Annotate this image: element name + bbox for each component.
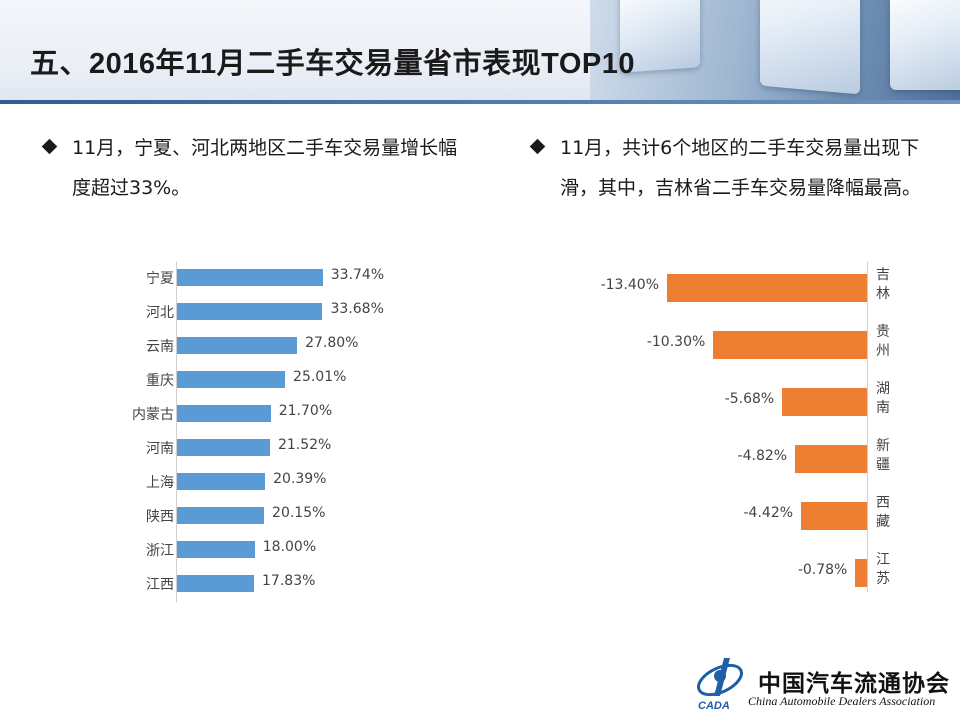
bar	[177, 371, 286, 388]
category-label: 宁夏	[146, 271, 174, 287]
bar	[177, 473, 266, 490]
bar	[782, 388, 867, 416]
category-label: 云南	[146, 339, 174, 355]
logo-mark-text: CADA	[698, 700, 730, 712]
data-label: -4.42%	[743, 505, 794, 521]
data-label: -4.82%	[737, 448, 788, 464]
bar-row: -10.30% 贵州	[580, 319, 910, 376]
left-bullet: 11月，宁夏、河北两地区二手车交易量增长幅度超过33%。	[41, 128, 464, 208]
bar	[177, 541, 255, 558]
bar	[667, 274, 867, 302]
data-label: 21.52%	[277, 437, 332, 453]
data-label: -13.40%	[600, 277, 659, 293]
right-bullet: 11月，共计6个地区的二手车交易量出现下滑，其中，吉林省二手车交易量降幅最高。	[529, 128, 942, 208]
cada-logo-icon: CADA	[697, 658, 743, 712]
bar	[177, 507, 265, 524]
right-bullet-text: 11月，共计6个地区的二手车交易量出现下滑，其中，吉林省二手车交易量降幅最高。	[560, 137, 922, 199]
bar-row: 重庆 25.01%	[110, 364, 440, 398]
category-label: 江西	[146, 577, 174, 593]
bar-row: -13.40% 吉林	[580, 262, 910, 319]
data-label: -5.68%	[724, 391, 775, 407]
bar	[177, 575, 255, 592]
bar	[177, 405, 271, 422]
category-label: 浙江	[146, 543, 174, 559]
increase-bar-chart: 宁夏 33.74% 河北 33.68% 云南 27.80% 重庆 25.01% 内蒙古 21.70…	[110, 262, 440, 602]
data-label: 17.83%	[262, 573, 316, 589]
bar	[713, 331, 867, 359]
bar-row: 浙江 18.00%	[110, 534, 440, 568]
decrease-bar-chart: -13.40% 吉林 -10.30% 贵州 -5.68% 湖南 -4.82% 新疆 -4.42%…	[580, 262, 910, 602]
diamond-bullet-icon	[529, 138, 546, 155]
left-bullet-text: 11月，宁夏、河北两地区二手车交易量增长幅度超过33%。	[72, 137, 458, 199]
category-label: 贵州	[876, 324, 890, 359]
data-label: -10.30%	[646, 334, 706, 350]
bar-row: 河南 21.52%	[110, 432, 440, 466]
header-banner: 五、2016年11月二手车交易量省市表现TOP10	[0, 0, 960, 104]
bar	[177, 269, 323, 286]
category-label: 新疆	[876, 438, 890, 473]
category-label: 上海	[146, 475, 174, 491]
category-label: 西藏	[876, 495, 890, 530]
bar-row: 宁夏 33.74%	[110, 262, 440, 296]
bar	[177, 303, 323, 320]
bar-row: 陕西 20.15%	[110, 500, 440, 534]
header-decoration	[590, 0, 960, 104]
organization-name-cn: 中国汽车流通协会	[758, 670, 950, 697]
bar-row: 上海 20.39%	[110, 466, 440, 500]
data-label: 33.74%	[330, 267, 385, 283]
bar	[177, 337, 298, 354]
bar-row: 江西 17.83%	[110, 568, 440, 602]
decorative-cube	[890, 0, 960, 90]
category-label: 湖南	[876, 381, 890, 416]
category-label: 重庆	[146, 373, 174, 389]
bar-row: -4.82% 新疆	[580, 433, 910, 490]
chart-axis	[867, 262, 868, 592]
diamond-bullet-icon	[41, 138, 58, 155]
category-label: 江苏	[876, 552, 890, 587]
category-label: 陕西	[146, 509, 174, 525]
category-label: 河南	[146, 441, 174, 457]
bar	[795, 445, 867, 473]
chart-axis	[176, 262, 177, 602]
bar	[177, 439, 270, 456]
bar-row: 内蒙古 21.70%	[110, 398, 440, 432]
bar-row: -4.42% 西藏	[580, 490, 910, 547]
data-label: 20.15%	[272, 505, 326, 521]
data-label: 21.70%	[278, 403, 333, 419]
bar	[801, 502, 867, 530]
data-label: 18.00%	[262, 539, 317, 555]
bar	[855, 559, 867, 587]
bar-row: -5.68% 湖南	[580, 376, 910, 433]
data-label: 27.80%	[305, 335, 359, 351]
page-title: 五、2016年11月二手车交易量省市表现TOP10	[30, 48, 636, 80]
header-divider	[0, 100, 960, 104]
category-label: 内蒙古	[132, 407, 174, 423]
organization-name-en: China Automobile Dealers Association	[748, 694, 936, 708]
data-label: -0.78%	[797, 562, 848, 578]
bar-row: 云南 27.80%	[110, 330, 440, 364]
data-label: 33.68%	[330, 301, 384, 317]
data-label: 25.01%	[293, 369, 347, 385]
bar-row: 河北 33.68%	[110, 296, 440, 330]
data-label: 20.39%	[273, 471, 327, 487]
decorative-cube	[760, 0, 860, 95]
bar-row: -0.78% 江苏	[580, 547, 910, 604]
category-label: 河北	[146, 305, 174, 321]
category-label: 吉林	[876, 267, 890, 302]
